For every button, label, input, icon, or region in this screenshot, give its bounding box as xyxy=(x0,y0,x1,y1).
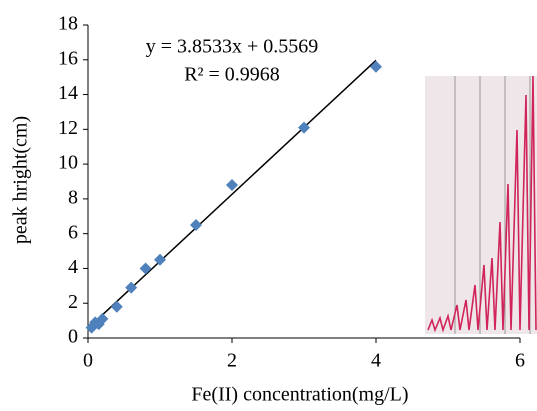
y-tick-label: 16 xyxy=(58,47,78,69)
y-tick-label: 4 xyxy=(68,256,78,278)
x-tick-label: 6 xyxy=(515,350,525,372)
point xyxy=(139,262,152,275)
x-tick-label: 4 xyxy=(371,350,381,372)
equation: y = 3.8533x + 0.5569 xyxy=(146,36,319,58)
point xyxy=(298,121,310,134)
y-tick-label: 10 xyxy=(58,152,78,174)
point xyxy=(125,281,138,294)
trendline xyxy=(91,59,377,326)
x-tick-label: 2 xyxy=(227,350,237,372)
y-tick-label: 18 xyxy=(58,13,78,35)
point xyxy=(226,178,238,191)
point xyxy=(190,218,202,231)
y-tick-label: 12 xyxy=(58,117,78,139)
y-axis-label: peak hright(cm) xyxy=(10,116,32,244)
y-tick-label: 0 xyxy=(68,326,78,348)
y-tick-label: 2 xyxy=(68,291,78,313)
point xyxy=(96,312,109,325)
point xyxy=(110,300,123,313)
inset-photo xyxy=(425,75,537,334)
point xyxy=(370,60,382,73)
point xyxy=(154,253,166,266)
y-tick-label: 8 xyxy=(68,186,78,208)
y-tick-label: 6 xyxy=(68,221,78,243)
x-tick-label: 0 xyxy=(83,350,93,372)
x-axis-label: Fe(II) concentration(mg/L) xyxy=(191,384,408,406)
r-squared: R² = 0.9968 xyxy=(184,64,280,86)
y-tick-label: 14 xyxy=(58,82,78,104)
